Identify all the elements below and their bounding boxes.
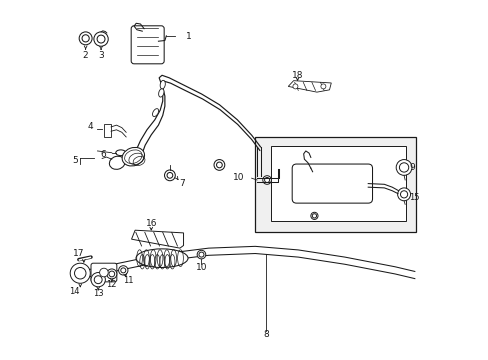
Ellipse shape xyxy=(397,188,410,201)
Ellipse shape xyxy=(160,80,165,89)
Ellipse shape xyxy=(152,109,158,117)
Text: 15: 15 xyxy=(408,193,419,202)
Text: 10: 10 xyxy=(195,264,207,273)
Ellipse shape xyxy=(121,268,125,273)
Ellipse shape xyxy=(164,170,175,181)
Ellipse shape xyxy=(320,84,325,89)
Text: 1: 1 xyxy=(185,32,191,41)
Text: 10: 10 xyxy=(232,173,244,182)
Text: 11: 11 xyxy=(122,276,133,285)
Text: 3: 3 xyxy=(98,51,104,60)
Ellipse shape xyxy=(109,156,125,169)
Bar xyxy=(255,137,415,232)
FancyBboxPatch shape xyxy=(131,26,164,64)
Text: 14: 14 xyxy=(69,287,79,296)
Text: 12: 12 xyxy=(106,280,117,289)
Ellipse shape xyxy=(216,162,222,168)
Ellipse shape xyxy=(214,159,224,170)
Text: 5: 5 xyxy=(72,157,78,166)
Text: 8: 8 xyxy=(263,330,268,339)
Text: 13: 13 xyxy=(93,289,103,298)
Ellipse shape xyxy=(91,273,105,287)
Ellipse shape xyxy=(292,84,297,89)
Bar xyxy=(104,125,111,137)
Text: 2: 2 xyxy=(82,51,88,60)
Text: 18: 18 xyxy=(291,71,303,80)
Text: 9: 9 xyxy=(408,163,414,172)
Ellipse shape xyxy=(158,89,163,97)
Ellipse shape xyxy=(312,214,316,218)
Polygon shape xyxy=(131,230,183,248)
Ellipse shape xyxy=(119,266,128,275)
Ellipse shape xyxy=(94,32,108,46)
Ellipse shape xyxy=(167,172,172,178)
Ellipse shape xyxy=(136,249,187,267)
Ellipse shape xyxy=(116,150,125,156)
Ellipse shape xyxy=(399,163,408,172)
Ellipse shape xyxy=(70,263,90,283)
Ellipse shape xyxy=(109,271,115,277)
Bar xyxy=(271,146,405,221)
Ellipse shape xyxy=(262,176,271,184)
Text: 6: 6 xyxy=(101,150,106,159)
Text: 17: 17 xyxy=(73,249,84,258)
Ellipse shape xyxy=(400,191,407,198)
FancyBboxPatch shape xyxy=(91,263,117,282)
Ellipse shape xyxy=(199,252,203,257)
Ellipse shape xyxy=(395,159,411,175)
Ellipse shape xyxy=(310,212,317,220)
Text: 7: 7 xyxy=(179,179,184,188)
Text: 4: 4 xyxy=(87,122,93,131)
Ellipse shape xyxy=(97,35,105,43)
Ellipse shape xyxy=(82,35,89,42)
Polygon shape xyxy=(287,81,330,92)
Ellipse shape xyxy=(79,32,92,45)
Ellipse shape xyxy=(197,250,205,259)
Ellipse shape xyxy=(264,177,269,183)
Ellipse shape xyxy=(74,267,86,279)
Ellipse shape xyxy=(100,268,108,277)
Text: 16: 16 xyxy=(145,219,157,228)
FancyBboxPatch shape xyxy=(292,164,372,203)
Ellipse shape xyxy=(106,269,117,279)
Ellipse shape xyxy=(122,147,144,166)
Ellipse shape xyxy=(94,276,102,284)
